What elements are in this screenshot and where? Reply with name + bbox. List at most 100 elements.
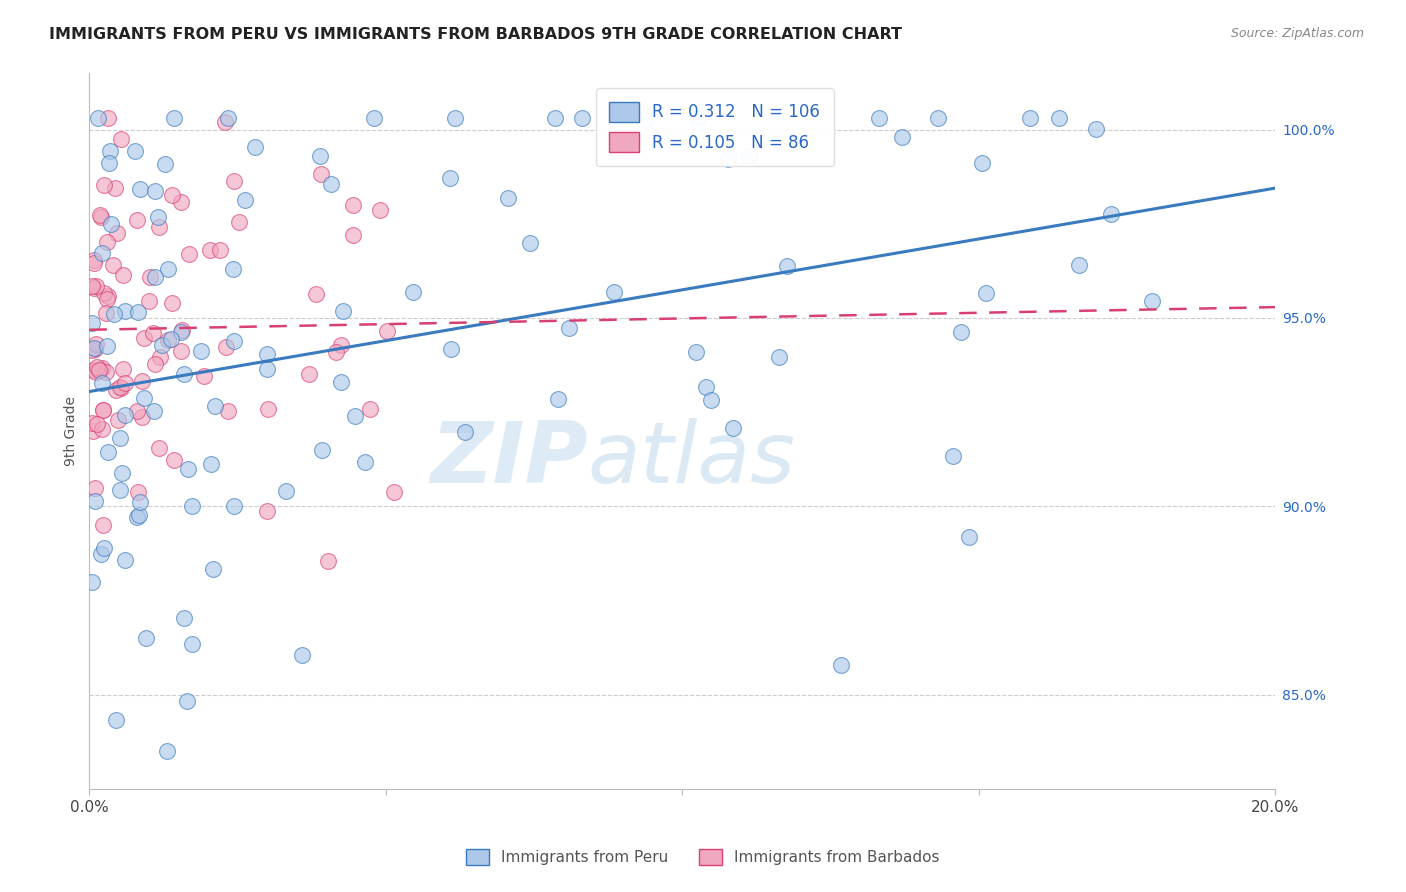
Point [544, 112, 567, 126]
Point [150, 338, 173, 352]
Point [93, 541, 115, 555]
Point [344, 409, 367, 423]
Point [325, 344, 347, 359]
Point [91, 402, 114, 417]
Point [332, 304, 354, 318]
Point [110, 432, 132, 446]
Point [256, 362, 278, 376]
Point [87, 363, 110, 377]
Point [768, 350, 790, 364]
Point [127, 485, 149, 500]
Point [104, 180, 127, 194]
Point [146, 210, 169, 224]
Point [700, 393, 723, 408]
Point [949, 325, 972, 339]
Point [173, 368, 195, 382]
Point [110, 132, 132, 146]
Point [309, 167, 332, 181]
Point [84, 342, 107, 356]
Point [354, 455, 377, 469]
Point [97, 445, 120, 459]
Point [145, 270, 167, 285]
Point [444, 112, 467, 126]
Point [972, 156, 994, 170]
Point [217, 404, 239, 418]
Point [124, 145, 146, 159]
Point [138, 294, 160, 309]
Point [200, 457, 222, 471]
Point [93, 285, 115, 300]
Point [890, 130, 912, 145]
Point [159, 332, 181, 346]
Text: atlas: atlas [588, 418, 796, 501]
Point [82, 279, 104, 293]
Point [105, 226, 128, 240]
Point [329, 375, 352, 389]
Point [942, 449, 965, 463]
Point [156, 744, 179, 758]
Point [1084, 121, 1107, 136]
Point [173, 611, 195, 625]
Point [382, 484, 405, 499]
Point [359, 402, 381, 417]
Point [316, 554, 339, 568]
Point [84, 278, 107, 293]
Point [97, 156, 120, 170]
Point [454, 425, 477, 439]
Point [94, 366, 117, 380]
Point [100, 217, 122, 231]
Point [342, 198, 364, 212]
Point [1047, 112, 1070, 126]
Point [91, 361, 114, 376]
Point [83, 481, 105, 495]
Point [110, 381, 132, 395]
Point [143, 184, 166, 198]
Point [209, 243, 232, 257]
Point [603, 285, 626, 299]
Point [695, 380, 717, 394]
Point [112, 268, 135, 282]
Point [83, 256, 105, 270]
Point [685, 345, 707, 359]
Point [108, 380, 131, 394]
Point [96, 292, 118, 306]
Point [342, 227, 364, 242]
Point [84, 493, 107, 508]
Point [256, 347, 278, 361]
Point [402, 285, 425, 300]
Point [91, 246, 114, 260]
Point [163, 453, 186, 467]
Point [974, 285, 997, 300]
Point [83, 342, 105, 356]
Point [83, 281, 105, 295]
Point [91, 376, 114, 391]
Point [496, 190, 519, 204]
Point [127, 404, 149, 418]
Point [89, 363, 111, 377]
Point [202, 562, 225, 576]
Point [82, 343, 104, 357]
Point [90, 210, 112, 224]
Point [439, 171, 461, 186]
Point [86, 417, 108, 431]
Point [309, 149, 332, 163]
Point [82, 417, 104, 431]
Point [114, 376, 136, 391]
Point [149, 351, 172, 365]
Point [170, 325, 193, 339]
Point [114, 409, 136, 423]
Point [139, 269, 162, 284]
Point [634, 112, 657, 127]
Point [128, 508, 150, 523]
Point [228, 215, 250, 229]
Point [82, 316, 104, 330]
Point [172, 323, 194, 337]
Point [114, 553, 136, 567]
Point [222, 334, 245, 348]
Point [222, 261, 245, 276]
Point [97, 288, 120, 302]
Legend: R = 0.312   N = 106, R = 0.105   N = 86: R = 0.312 N = 106, R = 0.105 N = 86 [596, 88, 834, 166]
Point [82, 362, 104, 376]
Point [927, 112, 949, 126]
Point [128, 182, 150, 196]
